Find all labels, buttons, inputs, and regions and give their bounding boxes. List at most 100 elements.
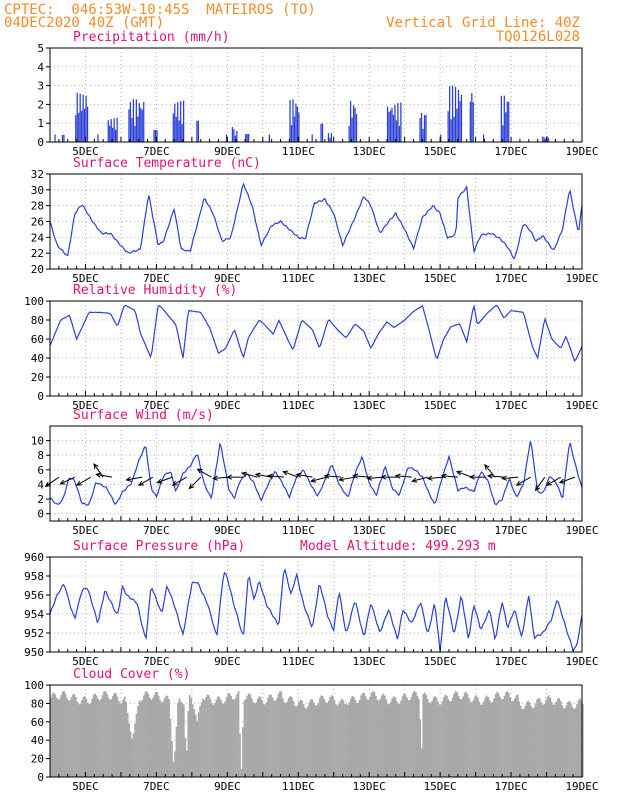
cloud-bar bbox=[453, 693, 456, 777]
cloud-bar bbox=[416, 695, 419, 777]
cloud-bar bbox=[160, 702, 163, 777]
precip-bar bbox=[109, 125, 111, 142]
precip-bar bbox=[451, 85, 454, 142]
cloud-bar bbox=[279, 691, 281, 777]
cloud-bar bbox=[153, 694, 156, 777]
precip-bar bbox=[110, 119, 112, 142]
cloud-bar bbox=[385, 699, 388, 777]
precip-bar bbox=[349, 101, 352, 142]
cloud-bar bbox=[245, 698, 247, 777]
y-tick-label: 0 bbox=[37, 390, 44, 403]
cloud-bar bbox=[273, 700, 275, 777]
cloud-bar bbox=[125, 701, 128, 777]
precip-bar bbox=[296, 106, 299, 142]
precip-bar bbox=[107, 120, 109, 142]
x-tick-label: 17DEC bbox=[495, 655, 528, 668]
wind-arrow bbox=[296, 473, 313, 478]
cloud-bar bbox=[493, 698, 496, 777]
cloud-bar bbox=[332, 696, 334, 777]
cloud-bar bbox=[361, 692, 364, 777]
cloud-bar bbox=[172, 761, 175, 777]
x-tick-label: 19DEC bbox=[565, 145, 598, 158]
cloud-bar bbox=[190, 698, 193, 777]
cloud-bar bbox=[419, 719, 422, 777]
cloud-bar bbox=[530, 705, 532, 777]
cloud-bar bbox=[407, 700, 410, 777]
wind-arrow bbox=[96, 473, 113, 478]
wind-arrow-head bbox=[455, 470, 463, 476]
cloud-bar bbox=[570, 703, 572, 777]
wind-arrow bbox=[268, 475, 285, 478]
cloud-bar bbox=[218, 696, 221, 777]
precip-bar bbox=[128, 109, 130, 142]
y-tick-label: 0 bbox=[37, 508, 44, 521]
wind-arrow-head bbox=[394, 473, 401, 479]
cloud-bar bbox=[542, 704, 544, 777]
cloud-bar bbox=[157, 695, 160, 777]
y-tick-label: 60 bbox=[31, 333, 44, 346]
cloud-bar bbox=[159, 699, 162, 777]
vertical-grid-note: Vertical Grid Line: 40Z bbox=[386, 15, 580, 31]
cloud-bar bbox=[305, 708, 308, 777]
cloud-bar bbox=[330, 695, 333, 777]
cloud-bar bbox=[446, 695, 448, 777]
x-tick-label: 17DEC bbox=[495, 145, 528, 158]
cloud-bar bbox=[462, 696, 464, 777]
cloud-bar bbox=[506, 691, 509, 777]
cloud-bar bbox=[156, 692, 159, 777]
cloud-bar bbox=[258, 696, 261, 777]
y-tick-label: 950 bbox=[24, 646, 44, 659]
precip-bar bbox=[268, 134, 270, 142]
cloud-bar bbox=[558, 698, 561, 777]
cloud-bar bbox=[97, 698, 99, 777]
x-tick-label: 9DEC bbox=[214, 780, 241, 793]
cloud-bar bbox=[469, 701, 472, 777]
precip-bar bbox=[180, 101, 182, 142]
cloud-bar bbox=[129, 731, 132, 777]
cloud-bar bbox=[57, 699, 60, 777]
precip-bar bbox=[543, 137, 545, 142]
cloud-bar bbox=[67, 700, 70, 777]
cloud-bar bbox=[283, 702, 286, 777]
cloud-bar bbox=[86, 702, 89, 777]
cloud-bar bbox=[423, 692, 426, 777]
cloud-bar bbox=[277, 694, 280, 777]
precip-bar bbox=[197, 120, 200, 142]
wind-arrow-head bbox=[501, 475, 508, 481]
x-tick-label: 19DEC bbox=[565, 272, 598, 285]
cloud-bar bbox=[149, 697, 151, 777]
cloud-bar bbox=[406, 697, 408, 777]
wind-arrow bbox=[172, 476, 187, 486]
panel-title: Cloud Cover (%) bbox=[73, 667, 190, 682]
cloud-bar bbox=[274, 700, 277, 777]
wind-arrow-head bbox=[196, 468, 203, 474]
cloud-bar bbox=[110, 699, 113, 777]
cloud-bar bbox=[154, 691, 157, 777]
cloud-bar bbox=[417, 699, 420, 777]
cloud-bar bbox=[426, 698, 429, 777]
cloud-bar bbox=[525, 702, 528, 777]
y-tick-label: 0 bbox=[37, 771, 44, 784]
precip-bar bbox=[395, 120, 398, 142]
precip-bar bbox=[419, 118, 421, 142]
wind-arrow-head bbox=[411, 477, 418, 483]
wind-arrow-head bbox=[352, 473, 359, 479]
precip-bar bbox=[113, 118, 115, 142]
wind-arrow bbox=[487, 475, 505, 478]
precip-bar bbox=[196, 120, 198, 142]
cloud-bar bbox=[484, 697, 487, 777]
x-tick-label: 11DEC bbox=[282, 655, 315, 668]
cloud-bar bbox=[577, 700, 580, 777]
y-tick-label: 0 bbox=[37, 136, 44, 149]
y-tick-label: 4 bbox=[37, 478, 44, 491]
x-tick-label: 5DEC bbox=[72, 780, 99, 793]
cloud-bar bbox=[545, 700, 547, 777]
cloud-bar bbox=[344, 703, 346, 777]
cloud-bar bbox=[321, 695, 324, 777]
y-tick-label: 2 bbox=[37, 98, 44, 111]
x-tick-label: 5DEC bbox=[72, 399, 99, 412]
wind-arrow-head bbox=[188, 483, 195, 490]
precip-bar bbox=[502, 125, 504, 142]
cloud-bar bbox=[134, 723, 136, 777]
cloud-bar bbox=[191, 704, 194, 777]
